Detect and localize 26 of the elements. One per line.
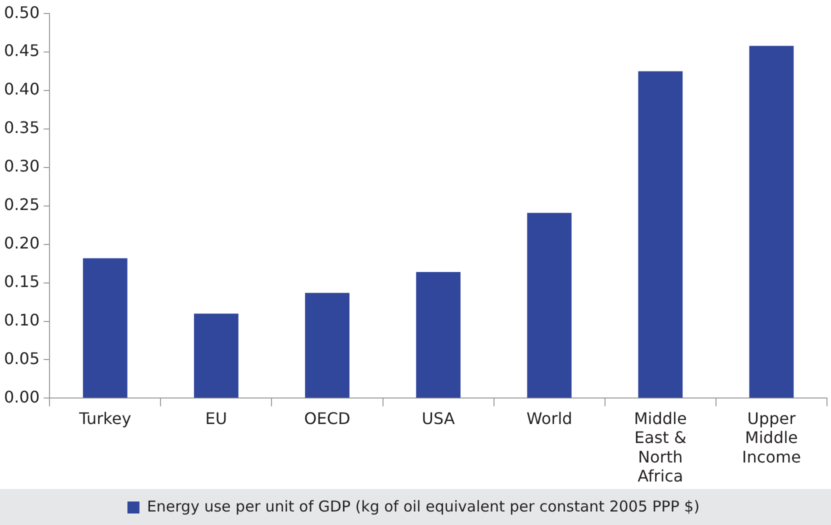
bar (82, 258, 128, 398)
bar (749, 46, 794, 398)
y-tick-label: 0.10 (4, 310, 40, 330)
y-tick-label: 0.20 (4, 234, 40, 253)
y-tick-label: 0.30 (4, 156, 40, 176)
y-tick-label: 0.45 (4, 41, 40, 60)
legend-label: Energy use per unit of GDP (kg of oil equivalent per constant 2005 PPP $) (146, 497, 700, 516)
y-tick-label: 0.05 (4, 348, 40, 368)
y-tick-label: 0.40 (4, 80, 40, 99)
bar (638, 71, 683, 398)
y-tick-label: 0.50 (4, 2, 40, 22)
y-tick-label: 0.35 (4, 118, 40, 138)
y-tick-label: 0.00 (4, 387, 40, 406)
x-tick-label: EU (205, 408, 228, 428)
x-tick-label: OECD (304, 408, 350, 428)
x-tick-label: Middle East & North Africa (634, 408, 687, 486)
bar (416, 272, 461, 398)
bar (194, 314, 238, 398)
y-tick-label: 0.25 (4, 195, 40, 214)
x-tick-label: USA (422, 408, 455, 428)
bar (305, 292, 350, 398)
y-tick-label: 0.15 (4, 272, 40, 291)
bar (527, 212, 572, 398)
x-tick-label: Upper Middle Income (742, 408, 801, 466)
x-tick-label: World (526, 408, 572, 428)
x-tick-label: Turkey (78, 408, 132, 428)
